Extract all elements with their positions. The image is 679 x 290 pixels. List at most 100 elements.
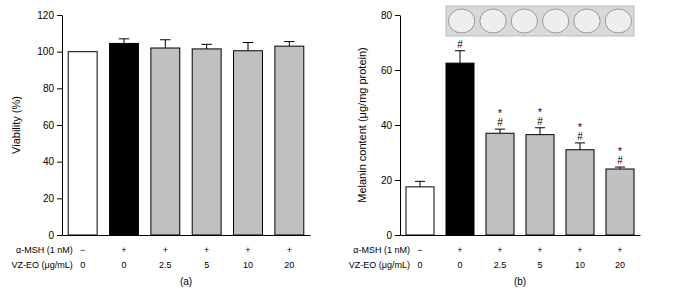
error-cap xyxy=(119,38,129,39)
treatment-value: 5 xyxy=(204,260,209,270)
treatment-value: − xyxy=(417,245,422,255)
error-bar xyxy=(201,44,211,49)
y-tick-mark xyxy=(57,162,62,163)
error-cap xyxy=(535,127,545,128)
y-tick-label: 20 xyxy=(43,193,55,204)
bar xyxy=(486,133,514,235)
treatment-value: + xyxy=(245,245,250,255)
treatment-value: + xyxy=(457,245,462,255)
error-stem xyxy=(540,128,541,135)
treatment-label: α-MSH (1 nM) xyxy=(16,245,73,255)
photo-well xyxy=(480,9,506,33)
treatment-value: 2.5 xyxy=(159,260,172,270)
x-axis xyxy=(63,235,311,237)
error-stem xyxy=(460,51,461,63)
plot-area xyxy=(68,39,304,235)
y-axis: 0 20 40 60 80 xyxy=(381,10,401,241)
plot-area xyxy=(406,51,634,235)
x-axis-line xyxy=(63,235,311,236)
error-bar xyxy=(535,128,545,135)
y-tick: 0 xyxy=(48,230,62,241)
error-stem xyxy=(124,39,125,44)
bar xyxy=(406,187,434,235)
error-bar xyxy=(415,181,425,187)
treatment-value: + xyxy=(204,245,209,255)
error-bar xyxy=(243,43,253,51)
subplot-label: (b) xyxy=(514,276,526,287)
treatment-value: 10 xyxy=(575,260,585,270)
y-tick-label: 60 xyxy=(43,120,55,131)
treatment-value: 2.5 xyxy=(494,260,507,270)
bar xyxy=(275,46,304,235)
photo-well xyxy=(449,9,475,33)
treatment-value: 0 xyxy=(80,260,85,270)
error-stem xyxy=(248,43,249,51)
significance-marker: # xyxy=(537,116,543,127)
y-axis: 020406080100120 xyxy=(37,10,62,241)
error-cap xyxy=(455,50,465,51)
panel: #*#*#*#*#020406080Melanin content (μg/mg… xyxy=(349,6,641,287)
treatment-value: + xyxy=(287,245,292,255)
y-axis-line xyxy=(62,16,63,236)
error-stem xyxy=(289,42,290,47)
y-tick-label: 60 xyxy=(381,65,393,76)
panel: 020406080100120Viability (%)α-MSH (1 nM)… xyxy=(10,10,311,287)
y-tick-label: 40 xyxy=(43,156,55,167)
treatment-value: 0 xyxy=(121,260,126,270)
treatment-value: + xyxy=(121,245,126,255)
error-stem xyxy=(580,143,581,150)
y-tick: 20 xyxy=(43,193,62,204)
bar xyxy=(606,169,634,235)
error-bar xyxy=(284,42,294,47)
error-bar xyxy=(575,143,585,150)
y-tick: 0 xyxy=(386,230,400,241)
y-tick: 80 xyxy=(381,10,400,21)
error-cap xyxy=(201,44,211,45)
treatment-value: + xyxy=(163,245,168,255)
x-axis xyxy=(401,235,641,237)
error-bar xyxy=(455,51,465,63)
y-tick: 40 xyxy=(381,120,400,131)
y-tick-mark xyxy=(57,88,62,89)
treatment-value: 20 xyxy=(284,260,294,270)
error-stem xyxy=(165,40,166,48)
y-tick-label: 20 xyxy=(381,175,393,186)
y-tick-mark xyxy=(395,235,400,236)
y-tick-mark xyxy=(57,15,62,16)
error-cap xyxy=(284,41,294,42)
error-stem xyxy=(206,44,207,49)
treatment-value: + xyxy=(617,245,622,255)
significance-marker: # xyxy=(617,155,623,166)
y-tick-mark xyxy=(395,15,400,16)
x-axis-line xyxy=(401,235,641,236)
error-stem xyxy=(420,181,421,187)
y-tick-label: 80 xyxy=(43,83,55,94)
y-tick-mark xyxy=(57,235,62,236)
y-tick-mark xyxy=(395,70,400,71)
treatment-value: + xyxy=(577,245,582,255)
bar xyxy=(192,49,221,235)
y-tick: 80 xyxy=(43,83,62,94)
y-tick-label: 0 xyxy=(386,230,392,241)
figure: 020406080100120Viability (%)α-MSH (1 nM)… xyxy=(0,0,679,290)
significance-marker: # xyxy=(457,39,463,50)
y-axis-title: Viability (%) xyxy=(10,96,22,154)
y-tick: 60 xyxy=(43,120,62,131)
y-tick-label: 40 xyxy=(381,120,393,131)
error-bar xyxy=(160,40,170,48)
treatment-value: − xyxy=(80,245,85,255)
treatment-label: VZ-EO (μg/mL) xyxy=(349,260,410,270)
y-axis-line xyxy=(400,16,401,236)
y-tick-mark xyxy=(395,125,400,126)
y-tick-mark xyxy=(57,198,62,199)
bar xyxy=(526,135,554,235)
photo-well xyxy=(543,9,569,33)
error-cap xyxy=(615,167,625,168)
treatment-value: 20 xyxy=(615,260,625,270)
treatment-value: 0 xyxy=(457,260,462,270)
error-cap xyxy=(495,129,505,130)
photo-well xyxy=(574,9,600,33)
subplot-label: (a) xyxy=(180,276,192,287)
significance-marker: # xyxy=(497,117,503,128)
y-tick: 120 xyxy=(37,10,62,21)
